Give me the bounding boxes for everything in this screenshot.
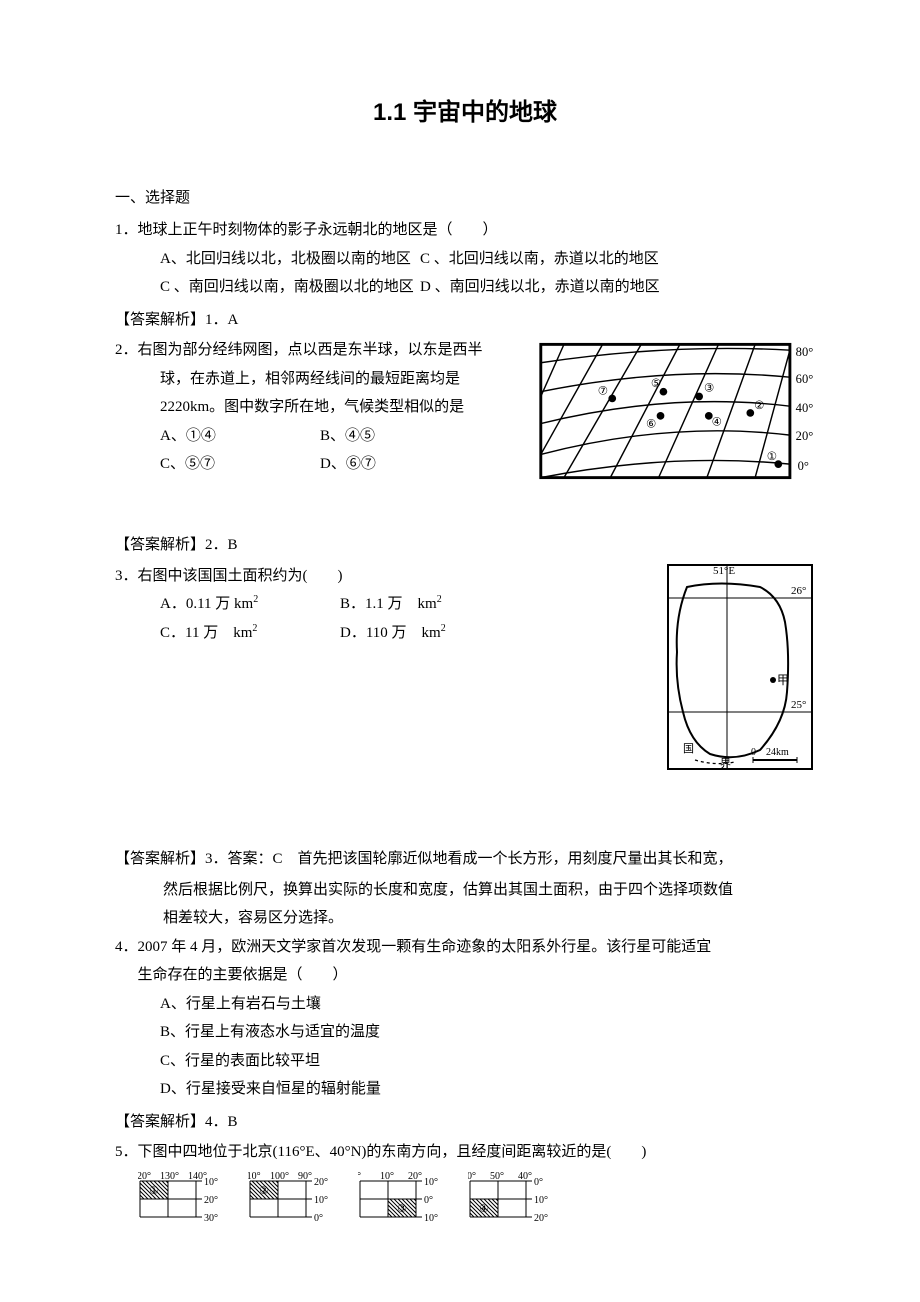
- q4-opt-c: C、行星的表面比较平坦: [115, 1047, 815, 1076]
- svg-text:40°: 40°: [518, 1171, 532, 1182]
- question-2: 80° 60° 40° 20° 0° ① ② ③ ④ ⑤ ⑥ ⑦ 2．右图为部分…: [115, 336, 815, 497]
- svg-text:0°: 0°: [424, 1195, 433, 1206]
- q3-answer-l3: 相差较大，容易区分选择。: [115, 904, 815, 933]
- q4-opt-b: B、行星上有液态水与适宜的温度: [115, 1018, 815, 1047]
- q5-panel-svg: ② 110° 100° 90°20° 10° 0°: [248, 1167, 340, 1221]
- svg-text:10°: 10°: [204, 1177, 218, 1188]
- q5-panel-2: ② 110° 100° 90°20° 10° 0°: [248, 1167, 340, 1221]
- svg-text:0 24km: 0 24km: [751, 747, 789, 758]
- q5-panel-1: ①120°130°140°10°20°30°: [138, 1167, 230, 1221]
- q1-answer: 【答案解析】1．A: [115, 306, 815, 335]
- q3-opt-c: C．11 万 km2: [160, 619, 340, 648]
- svg-text:20°: 20°: [408, 1171, 422, 1182]
- q3-figure: 51°E 26° 25° 甲 国 界 0 24km: [665, 562, 815, 783]
- svg-text:120°: 120°: [138, 1171, 151, 1182]
- q3-opt-d: D．110 万 km2: [340, 619, 446, 648]
- svg-text:60°: 60°: [796, 372, 814, 386]
- svg-text:10°: 10°: [380, 1171, 394, 1182]
- svg-text:⑤: ⑤: [651, 377, 661, 390]
- svg-text:100°: 100°: [270, 1171, 289, 1182]
- svg-text:甲: 甲: [777, 673, 789, 687]
- svg-text:①: ①: [149, 1185, 159, 1197]
- question-1: 1．地球上正午时刻物体的影子永远朝北的地区是（ ） A、北回归线以北，北极圈以南…: [115, 216, 815, 302]
- q4-opt-d: D、行星接受来自恒星的辐射能量: [115, 1075, 815, 1104]
- q4-opt-a: A、行星上有岩石与土壤: [115, 990, 815, 1019]
- svg-text:④: ④: [479, 1203, 489, 1215]
- svg-text:10°: 10°: [424, 1177, 438, 1188]
- q5-figure-row: ①120°130°140°10°20°30° ②110°100°90°20°10…: [115, 1167, 815, 1221]
- svg-text:0°: 0°: [358, 1171, 361, 1182]
- svg-text:90°: 90°: [298, 1171, 312, 1182]
- page-title: 1.1 宇宙中的地球: [115, 90, 815, 136]
- q4-answer: 【答案解析】4．B: [115, 1108, 815, 1137]
- svg-text:国: 国: [683, 742, 694, 755]
- svg-text:④: ④: [712, 416, 722, 429]
- svg-text:20°: 20°: [314, 1177, 328, 1188]
- svg-text:50°: 50°: [490, 1171, 504, 1182]
- q2-opt-b: B、④⑤: [320, 422, 375, 451]
- svg-text:110°: 110°: [248, 1171, 261, 1182]
- svg-text:⑦: ⑦: [598, 385, 608, 398]
- question-5: 5．下图中四地位于北京(116°E、40°N)的东南方向，且经度间距离较近的是(…: [115, 1138, 815, 1221]
- q1-opt-d: D 、南回归线以北，赤道以南的地区: [420, 273, 660, 302]
- svg-text:40°: 40°: [796, 401, 814, 415]
- q4-stem-l1: 4．2007 年 4 月，欧洲天文学家首次发现一颗有生命迹象的太阳系外行星。该行…: [115, 933, 815, 962]
- svg-text:20°: 20°: [796, 429, 814, 443]
- svg-text:0°: 0°: [314, 1213, 323, 1221]
- svg-text:130°: 130°: [160, 1171, 179, 1182]
- q4-stem-l2: 生命存在的主要依据是（ ）: [115, 961, 815, 990]
- question-4: 4．2007 年 4 月，欧洲天文学家首次发现一颗有生命迹象的太阳系外行星。该行…: [115, 933, 815, 1104]
- q2-opt-d: D、⑥⑦: [320, 450, 376, 479]
- q2-answer: 【答案解析】2．B: [115, 531, 815, 560]
- svg-text:界: 界: [720, 757, 731, 770]
- q3-answer-l2: 然后根据比例尺，换算出实际的长度和宽度，估算出其国土面积，由于四个选择项数值: [115, 876, 815, 905]
- q1-opt-c: C 、南回归线以南，南极圈以北的地区: [160, 273, 420, 302]
- svg-text:0°: 0°: [534, 1177, 543, 1188]
- svg-text:①: ①: [767, 450, 777, 463]
- svg-text:10°: 10°: [534, 1195, 548, 1206]
- svg-text:0°: 0°: [798, 459, 809, 473]
- q2-opt-c: C、⑤⑦: [160, 450, 320, 479]
- q1-opt-b: C 、北回归线以南，赤道以北的地区: [420, 245, 659, 274]
- svg-text:③: ③: [704, 382, 714, 395]
- q5-panel-svg: ④ 60° 50° 40°0° 10° 20°: [468, 1167, 560, 1221]
- svg-text:10°: 10°: [314, 1195, 328, 1206]
- svg-text:⑥: ⑥: [646, 418, 656, 431]
- svg-text:26°: 26°: [791, 585, 806, 597]
- q1-opt-a: A、北回归线以北，北极圈以南的地区: [160, 245, 420, 274]
- q5-panel-4: ④ 60° 50° 40°0° 10° 20°: [468, 1167, 560, 1221]
- svg-text:80°: 80°: [796, 345, 814, 359]
- svg-text:51°E: 51°E: [713, 565, 735, 577]
- svg-text:25°: 25°: [791, 699, 806, 711]
- q5-stem: 5．下图中四地位于北京(116°E、40°N)的东南方向，且经度间距离较近的是(…: [115, 1138, 815, 1167]
- q5-panel-svg: ③0°10°20°10°0°10°: [358, 1167, 450, 1221]
- svg-text:③: ③: [397, 1203, 407, 1215]
- svg-text:②: ②: [754, 399, 764, 412]
- svg-text:30°: 30°: [204, 1213, 218, 1221]
- svg-text:20°: 20°: [204, 1195, 218, 1206]
- svg-text:60°: 60°: [468, 1171, 476, 1182]
- svg-text:②: ②: [259, 1185, 269, 1197]
- q3-figure-svg: 51°E 26° 25° 甲 国 界 0 24km: [665, 562, 815, 772]
- q5-panel-svg: ①120°130°140°10°20°30°: [138, 1167, 230, 1221]
- question-3: 51°E 26° 25° 甲 国 界 0 24km 3．右图中该国国土面积约为(…: [115, 562, 815, 783]
- svg-text:20°: 20°: [534, 1213, 548, 1221]
- q1-stem: 1．地球上正午时刻物体的影子永远朝北的地区是（ ）: [115, 216, 815, 245]
- q3-opt-b: B．1.1 万 km2: [340, 590, 442, 619]
- section-heading: 一、选择题: [115, 184, 815, 213]
- q2-figure-svg: 80° 60° 40° 20° 0° ① ② ③ ④ ⑤ ⑥ ⑦: [535, 336, 815, 486]
- q5-panel-3: ③0°10°20°10°0°10°: [358, 1167, 450, 1221]
- q3-answer: 【答案解析】3．答案：C 首先把该国轮廓近似地看成一个长方形，用刻度尺量出其长和…: [115, 845, 815, 874]
- svg-text:10°: 10°: [424, 1213, 438, 1221]
- q3-opt-a: A．0.11 万 km2: [160, 590, 340, 619]
- q2-figure: 80° 60° 40° 20° 0° ① ② ③ ④ ⑤ ⑥ ⑦: [535, 336, 815, 497]
- q2-opt-a: A、①④: [160, 422, 320, 451]
